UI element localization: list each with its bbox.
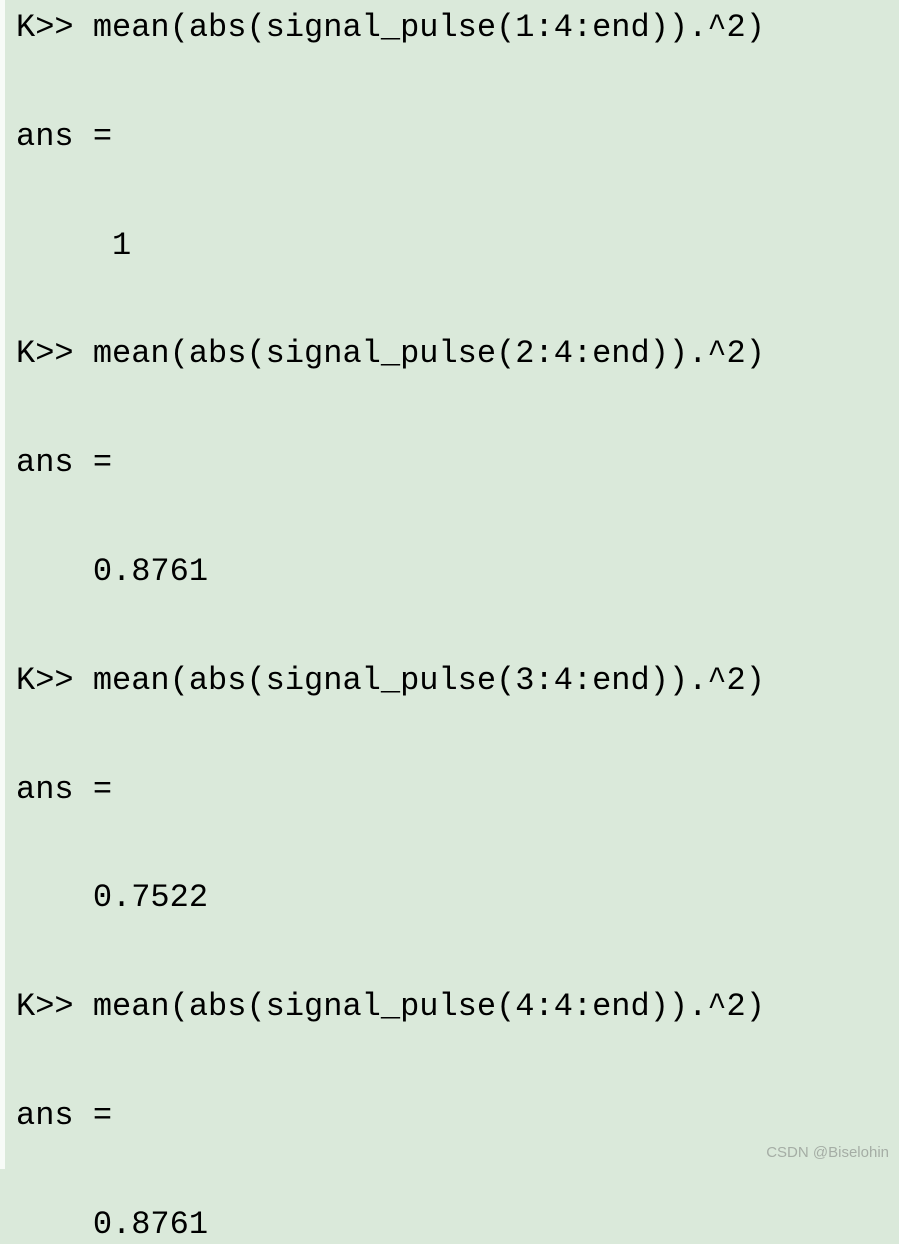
- result-value: 0.8761: [16, 1207, 899, 1244]
- blank-line: [16, 482, 899, 518]
- blank-line: [16, 627, 899, 663]
- ans-label: ans =: [16, 445, 899, 482]
- command-text: mean(abs(signal_pulse(2:4:end)).^2): [93, 335, 765, 372]
- result-value: 0.7522: [16, 880, 899, 917]
- blank-line: [16, 264, 899, 300]
- blank-line: [16, 1062, 899, 1098]
- blank-line: [16, 192, 899, 228]
- result-value: 1: [16, 228, 899, 265]
- blank-line: [16, 83, 899, 119]
- ans-label: ans =: [16, 119, 899, 156]
- command-text: mean(abs(signal_pulse(4:4:end)).^2): [93, 988, 765, 1025]
- prompt: K>>: [16, 9, 74, 46]
- blank-line: [16, 1026, 899, 1062]
- blank-line: [16, 917, 899, 953]
- result-value: 0.8761: [16, 554, 899, 591]
- command-line: K>> mean(abs(signal_pulse(4:4:end)).^2): [16, 989, 899, 1026]
- prompt: K>>: [16, 662, 74, 699]
- terminal-content: K>> mean(abs(signal_pulse(1:4:end)).^2) …: [16, 10, 899, 1244]
- command-line: K>> mean(abs(signal_pulse(1:4:end)).^2): [16, 10, 899, 47]
- left-strip: [0, 0, 5, 1169]
- command-line: K>> mean(abs(signal_pulse(3:4:end)).^2): [16, 663, 899, 700]
- blank-line: [16, 47, 899, 83]
- command-text: mean(abs(signal_pulse(3:4:end)).^2): [93, 662, 765, 699]
- ans-label: ans =: [16, 772, 899, 809]
- blank-line: [16, 156, 899, 192]
- blank-line: [16, 808, 899, 844]
- blank-line: [16, 373, 899, 409]
- ans-label: ans =: [16, 1098, 899, 1135]
- blank-line: [16, 736, 899, 772]
- blank-line: [16, 409, 899, 445]
- blank-line: [16, 844, 899, 880]
- blank-line: [16, 700, 899, 736]
- command-line: K>> mean(abs(signal_pulse(2:4:end)).^2): [16, 336, 899, 373]
- blank-line: [16, 591, 899, 627]
- prompt: K>>: [16, 335, 74, 372]
- watermark: CSDN @Biselohin: [766, 1144, 889, 1161]
- blank-line: [16, 953, 899, 989]
- command-text: mean(abs(signal_pulse(1:4:end)).^2): [93, 9, 765, 46]
- blank-line: [16, 1171, 899, 1207]
- blank-line: [16, 300, 899, 336]
- prompt: K>>: [16, 988, 74, 1025]
- blank-line: [16, 518, 899, 554]
